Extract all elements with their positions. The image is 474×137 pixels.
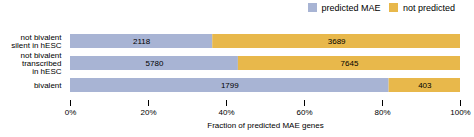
svg-text:5780: 5780 bbox=[146, 59, 164, 68]
svg-text:1799: 1799 bbox=[221, 81, 239, 90]
svg-text:403: 403 bbox=[418, 81, 432, 90]
svg-text:7645: 7645 bbox=[341, 59, 359, 68]
svg-text:not bivalenttranscribedin hESC: not bivalenttranscribedin hESC bbox=[21, 51, 63, 76]
svg-text:60%: 60% bbox=[296, 108, 312, 117]
html-text:not predicted: not predicted bbox=[403, 2, 455, 13]
svg-text:2118: 2118 bbox=[133, 37, 151, 46]
svg-text:20%: 20% bbox=[140, 108, 156, 117]
svg-text:80%: 80% bbox=[374, 108, 390, 117]
svg-text:not bivalentsilent in hESC: not bivalentsilent in hESC bbox=[11, 33, 62, 50]
svg-text:3689: 3689 bbox=[328, 37, 346, 46]
html-text:predicted MAE: predicted MAE bbox=[321, 2, 381, 13]
svg-text:100%: 100% bbox=[450, 108, 470, 117]
svg-text:Fraction of predicted MAE gene: Fraction of predicted MAE genes bbox=[207, 121, 324, 130]
svg-text:40%: 40% bbox=[218, 108, 234, 117]
svg-text:bivalent: bivalent bbox=[34, 81, 62, 90]
svg-text:0%: 0% bbox=[65, 108, 77, 117]
